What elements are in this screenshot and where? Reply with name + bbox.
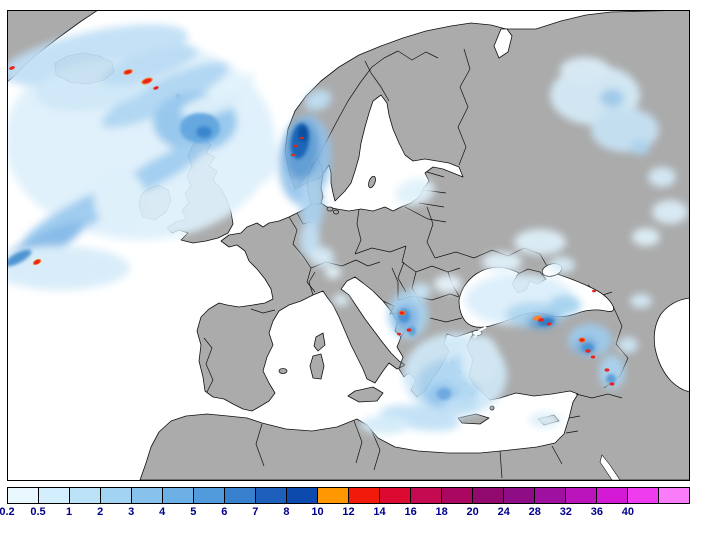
legend-segment bbox=[411, 488, 442, 503]
legend-tick-label: 7 bbox=[252, 506, 259, 518]
legend-tick-label: 14 bbox=[373, 506, 386, 518]
legend-tick-label: 24 bbox=[497, 506, 510, 518]
legend-tick-label: 0.2 bbox=[0, 506, 15, 518]
legend-tick-label: 40 bbox=[621, 506, 635, 518]
legend-tick-label: 18 bbox=[435, 506, 448, 518]
island-sicily bbox=[347, 386, 384, 403]
island-sardinia bbox=[309, 353, 325, 380]
island-majorca bbox=[278, 368, 288, 374]
legend-segment bbox=[287, 488, 318, 503]
legend-segment bbox=[473, 488, 504, 503]
legend-segment bbox=[225, 488, 256, 503]
legend-segment bbox=[194, 488, 225, 503]
legend-segment bbox=[39, 488, 70, 503]
legend-bar bbox=[7, 487, 690, 504]
legend-tick-label: 3 bbox=[128, 506, 135, 518]
legend-segment bbox=[566, 488, 597, 503]
caspian-sea bbox=[653, 297, 689, 393]
heavy-precipitation-spots bbox=[9, 66, 615, 386]
legend-tick-label: 4 bbox=[159, 506, 166, 518]
island-funen bbox=[333, 209, 339, 215]
legend-segment bbox=[442, 488, 473, 503]
legend-segment bbox=[628, 488, 659, 503]
legend-tick-label: 20 bbox=[466, 506, 479, 518]
legend-segment bbox=[70, 488, 101, 503]
legend-segment bbox=[349, 488, 380, 503]
precipitation-color-scale: 0.2 0.5 1 2 3 4 5 6 7 8 10 12 14 16 18 20 24 28 32 36 40 bbox=[0, 487, 690, 521]
legend-tick-label: 8 bbox=[283, 506, 290, 518]
island-zealand bbox=[326, 206, 334, 212]
legend-tick-labels: 0.2 0.5 1 2 3 4 5 6 7 8 10 12 14 16 18 20 24 28 32 36 40 bbox=[0, 506, 690, 521]
precipitation-cores bbox=[8, 113, 616, 400]
legend-tick-label: 0.5 bbox=[30, 506, 46, 518]
legend-segment bbox=[535, 488, 566, 503]
legend-segment bbox=[597, 488, 628, 503]
legend-segment bbox=[132, 488, 163, 503]
legend-tick-label: 28 bbox=[528, 506, 541, 518]
map-frame bbox=[7, 10, 690, 481]
legend-segment bbox=[504, 488, 535, 503]
legend-tick-label: 36 bbox=[590, 506, 603, 518]
island-corsica bbox=[313, 332, 326, 352]
island-rhodes bbox=[489, 405, 495, 411]
legend-segment bbox=[659, 488, 689, 503]
red-sea bbox=[599, 454, 621, 480]
precipitation-light bbox=[8, 24, 688, 434]
legend-segment bbox=[318, 488, 349, 503]
legend-tick-label: 10 bbox=[311, 506, 324, 518]
island-gotland bbox=[368, 175, 376, 189]
legend-tick-label: 6 bbox=[221, 506, 228, 518]
white-sea bbox=[493, 28, 513, 59]
legend-segment bbox=[101, 488, 132, 503]
legend-tick-label: 1 bbox=[66, 506, 73, 518]
island-crete bbox=[457, 413, 490, 425]
legend-tick-label: 12 bbox=[342, 506, 355, 518]
legend-tick-label: 32 bbox=[559, 506, 572, 518]
legend-tick-label: 5 bbox=[190, 506, 197, 518]
legend-segment bbox=[8, 488, 39, 503]
legend-segment bbox=[256, 488, 287, 503]
precipitation-layer bbox=[8, 24, 688, 434]
legend-tick-label: 2 bbox=[97, 506, 104, 518]
legend-segment bbox=[163, 488, 194, 503]
legend-tick-label: 16 bbox=[404, 506, 417, 518]
legend-segment bbox=[380, 488, 411, 503]
